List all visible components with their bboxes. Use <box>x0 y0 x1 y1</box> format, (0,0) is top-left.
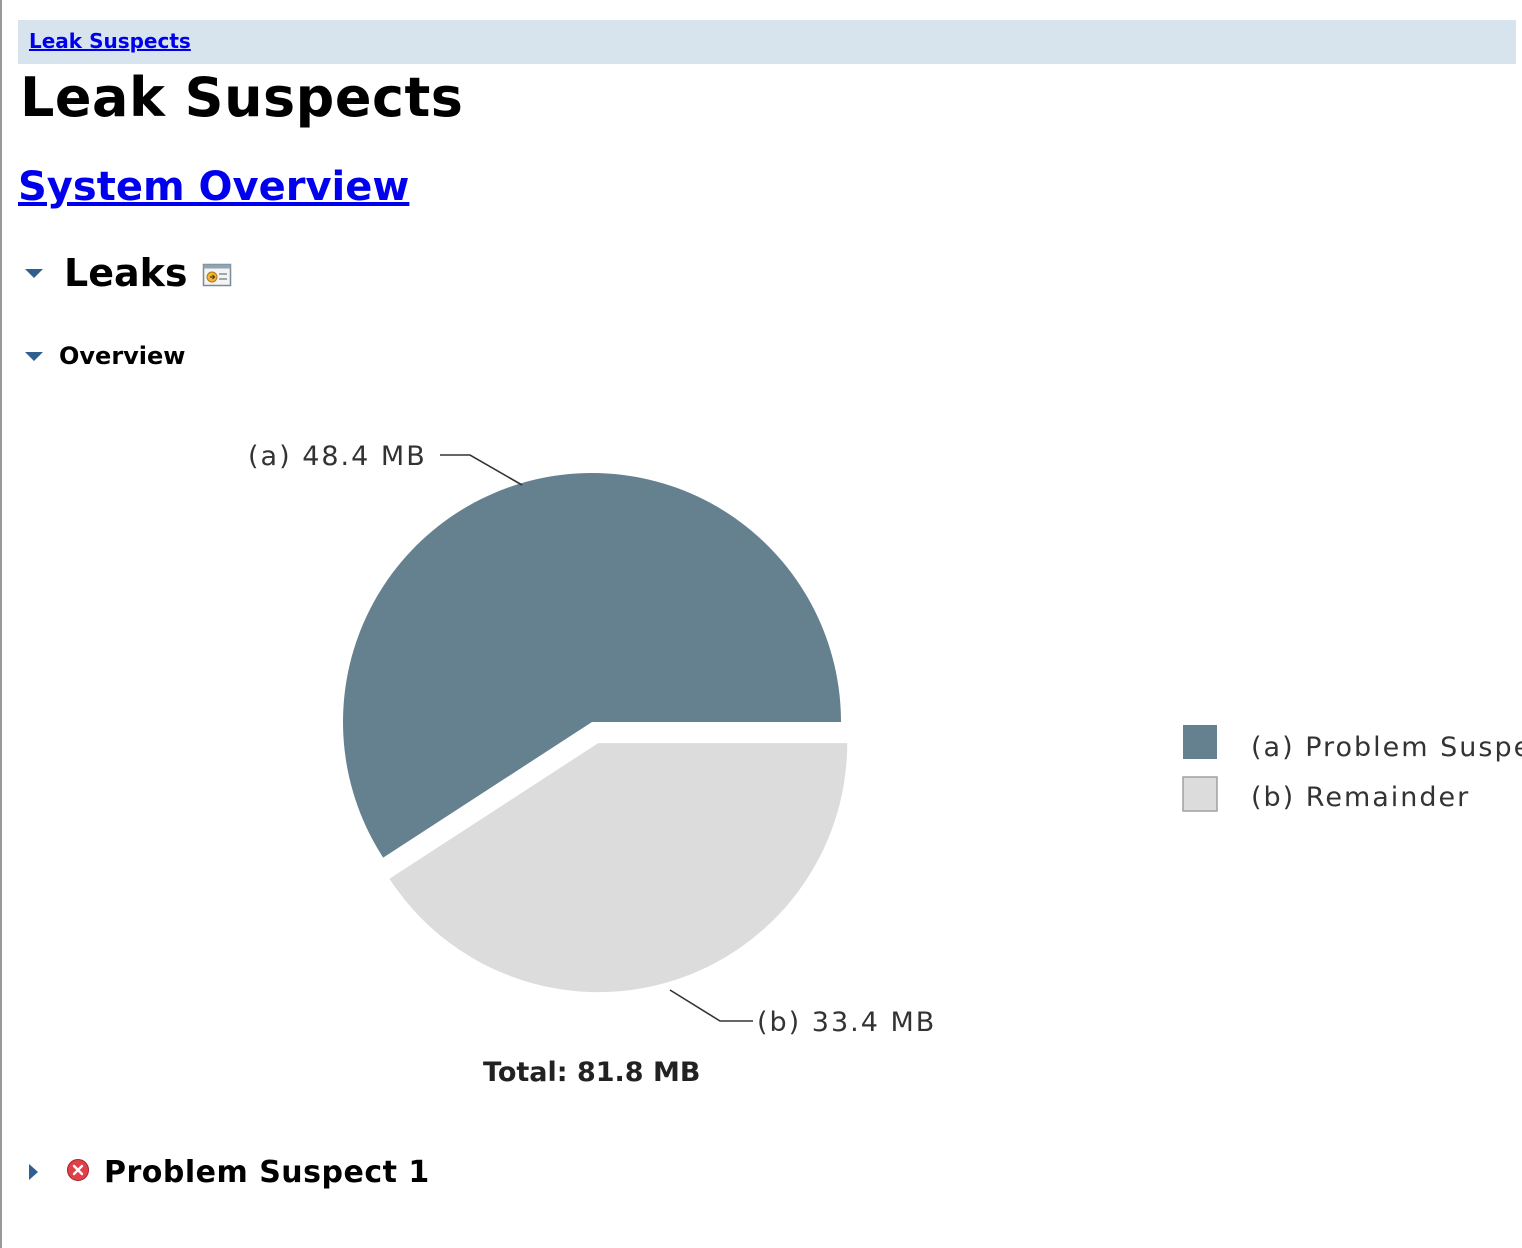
page-title: Leak Suspects <box>20 66 464 129</box>
breadcrumb: Leak Suspects <box>18 20 1516 64</box>
legend-label-b: (b) Remainder <box>1251 782 1470 813</box>
legend-swatch-a <box>1183 725 1217 759</box>
overview-section-title: Overview <box>59 342 186 370</box>
chart-total: Total: 81.8 MB <box>483 1057 700 1088</box>
data-label-a: (a) 48.4 MB <box>248 441 427 472</box>
pie-slice-remainder <box>389 743 848 993</box>
legend-label-a: (a) Problem Suspe <box>1251 732 1522 763</box>
leader-line-b <box>669 989 753 1022</box>
leader-line-a <box>440 454 523 486</box>
problem-suspect-row[interactable]: Problem Suspect 1 <box>29 1150 430 1194</box>
overview-section-header[interactable]: Overview <box>25 339 185 373</box>
collapse-toggle-icon[interactable] <box>29 1164 38 1180</box>
pie-slice-problem-suspect <box>342 472 841 858</box>
leaks-section-header[interactable]: Leaks <box>25 250 232 296</box>
expand-toggle-icon[interactable] <box>25 351 43 361</box>
data-label-b: (b) 33.4 MB <box>757 1007 936 1038</box>
system-overview-link[interactable]: System Overview <box>18 164 410 210</box>
leaks-section-title: Leaks <box>64 251 188 295</box>
frame-border <box>0 0 2 1248</box>
details-window-icon[interactable] <box>202 263 232 291</box>
error-icon <box>66 1158 90 1186</box>
legend-swatch-b <box>1182 776 1218 812</box>
problem-suspect-title: Problem Suspect 1 <box>104 1154 430 1190</box>
expand-toggle-icon[interactable] <box>25 268 43 278</box>
breadcrumb-link-leak-suspects[interactable]: Leak Suspects <box>29 29 191 53</box>
